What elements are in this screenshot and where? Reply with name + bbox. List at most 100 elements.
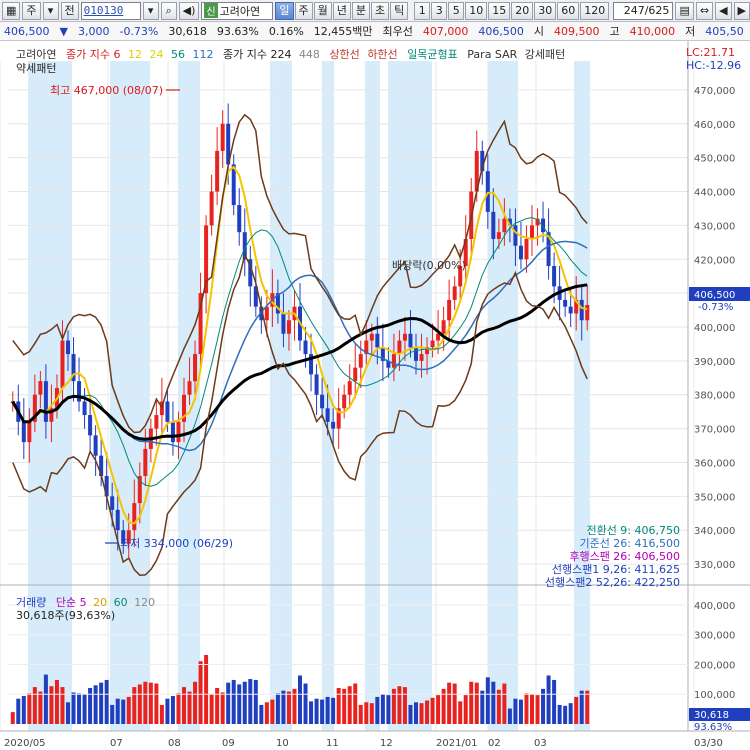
volume-bar-22 <box>132 687 137 724</box>
candle-body-35 <box>204 225 209 294</box>
interval-tab-30[interactable]: 30 <box>534 1 557 20</box>
volume-bar-5 <box>38 691 43 724</box>
stock-name-field[interactable]: 신 고려아연 <box>201 1 274 20</box>
price-tick-2: 450,000 <box>694 154 735 165</box>
candle-body-97 <box>546 232 551 267</box>
table-icon[interactable]: ▤ <box>675 1 694 20</box>
candle-body-88 <box>496 232 501 239</box>
code-prefix-1[interactable]: 주 <box>22 1 41 20</box>
interval-tab-1[interactable]: 1 <box>414 1 431 20</box>
volume-bar-23 <box>137 684 142 724</box>
interval-tab-60[interactable]: 60 <box>557 1 580 20</box>
date-tick-4: 10 <box>276 738 289 749</box>
stock-code-input[interactable]: 010130 <box>80 1 141 20</box>
volume-bar-61 <box>347 686 352 724</box>
candle-body-4 <box>32 394 37 422</box>
volume-bar-90 <box>507 708 512 724</box>
period-tab-1[interactable]: 주 <box>294 1 313 20</box>
volume-bar-40 <box>231 679 236 724</box>
candle-body-31 <box>182 394 186 422</box>
candle-body-94 <box>530 225 534 239</box>
search-icon[interactable]: ⌕ <box>160 1 177 20</box>
volume-bar-21 <box>126 696 131 724</box>
volume-current-label: 30,618 <box>694 710 729 721</box>
candle-body-19 <box>115 509 120 531</box>
candle-body-7 <box>49 408 54 422</box>
interval-tab-15[interactable]: 15 <box>488 1 511 20</box>
volume-bar-92 <box>518 699 523 724</box>
open-label: 시 <box>533 25 545 38</box>
volume-bar-27 <box>159 704 164 724</box>
candle-body-66 <box>375 333 380 348</box>
chart-area[interactable]: 470,000 460,000 450,000 440,000 430,000 420,0… <box>0 41 750 750</box>
volume-bar-7 <box>49 686 54 724</box>
date-tick-3: 09 <box>222 738 235 749</box>
legend-pattern: 강세패턴 <box>524 48 566 61</box>
grid-icon[interactable]: ▦ <box>2 1 21 20</box>
candle-body-6 <box>43 381 48 422</box>
high-price: 410,000 <box>629 24 676 38</box>
volume-bar-81 <box>458 701 463 724</box>
volume-ma20: 20 <box>93 596 108 609</box>
candle-body-92 <box>518 245 523 260</box>
code-prefix-2[interactable]: 전 <box>60 1 79 20</box>
volume-bar-93 <box>524 693 529 724</box>
code-dropdown-icon[interactable]: ▾ <box>142 1 159 20</box>
date-tick-0: 2020/05 <box>4 738 46 749</box>
candle-body-20 <box>121 530 126 544</box>
candle-body-93 <box>524 238 529 260</box>
interval-tab-10[interactable]: 10 <box>465 1 488 20</box>
volume-bar-36 <box>209 694 214 724</box>
price-tick-12: 350,000 <box>694 492 735 503</box>
candle-body-57 <box>325 408 330 422</box>
bar-count-field[interactable]: 247/625 <box>613 1 674 20</box>
interval-tab-20[interactable]: 20 <box>511 1 534 20</box>
period-tab-3[interactable]: 년 <box>332 1 351 20</box>
volume-bar-42 <box>242 681 247 724</box>
candle-body-42 <box>242 232 247 260</box>
dropdown-icon[interactable]: ▾ <box>42 1 59 20</box>
candle-body-53 <box>303 340 308 355</box>
candle-body-98 <box>552 266 557 287</box>
volume-bar-83 <box>469 681 474 724</box>
period-tab-2[interactable]: 월 <box>313 1 332 20</box>
volume-bar-71 <box>402 687 407 724</box>
period-tab-4[interactable]: 분 <box>351 1 371 20</box>
price-chart-svg[interactable]: 470,000 460,000 450,000 440,000 430,000 420,0… <box>0 41 750 750</box>
compress-icon[interactable]: ⇔ <box>695 1 714 20</box>
volume-bar-57 <box>325 696 330 724</box>
volume-bar-84 <box>474 682 479 724</box>
low-price: 405,50 <box>705 24 744 38</box>
volume-bar-65 <box>369 703 374 724</box>
candle-body-95 <box>535 218 540 226</box>
next-icon[interactable]: ▶ <box>733 1 750 20</box>
period-tab-0[interactable]: 일 <box>275 1 294 20</box>
volume-bar-63 <box>358 704 363 724</box>
interval-tab-120[interactable]: 120 <box>580 1 610 20</box>
candle-body-38 <box>220 123 225 151</box>
candle-body-48 <box>275 293 280 314</box>
volume-bar-56 <box>320 699 325 724</box>
highlight-band-8 <box>574 61 590 731</box>
volume-bar-37 <box>215 687 220 724</box>
candle-body-29 <box>170 421 175 443</box>
interval-tab-3[interactable]: 3 <box>431 1 448 20</box>
prev-icon[interactable]: ◀ <box>715 1 732 20</box>
candle-body-43 <box>248 259 253 287</box>
candle-body-80 <box>452 286 457 300</box>
interval-tab-5[interactable]: 5 <box>448 1 465 20</box>
highlight-band-3 <box>270 61 292 731</box>
volume-bar-80 <box>452 683 457 724</box>
speaker-icon[interactable]: ◀) <box>178 1 200 20</box>
volume-bar-15 <box>93 685 98 724</box>
quote-bar: 406,500 ▼ 3,000 -0.73% 30,618 93.63% 0.1… <box>0 22 750 41</box>
candle-body-87 <box>491 211 496 239</box>
volume-bar-104 <box>585 690 590 724</box>
date-tick-7: 2021/01 <box>436 738 478 749</box>
period-tab-6[interactable]: 틱 <box>390 1 409 20</box>
candle-body-39 <box>226 123 231 165</box>
candle-body-60 <box>342 394 347 409</box>
legend-lower: 하한선 <box>367 48 398 61</box>
candle-body-33 <box>193 354 198 382</box>
period-tab-5[interactable]: 초 <box>371 1 390 20</box>
